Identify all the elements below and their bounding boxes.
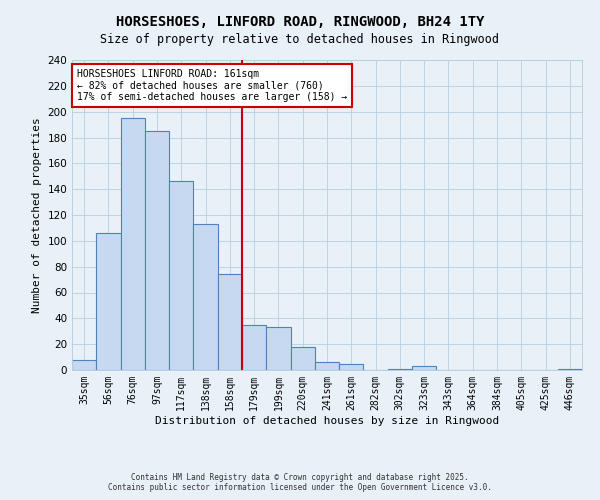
Bar — [242, 325, 266, 370]
Bar — [388, 368, 412, 370]
Bar — [121, 118, 145, 370]
Bar — [145, 131, 169, 370]
Text: Contains HM Land Registry data © Crown copyright and database right 2025.
Contai: Contains HM Land Registry data © Crown c… — [108, 473, 492, 492]
Bar — [72, 360, 96, 370]
Bar — [315, 362, 339, 370]
Y-axis label: Number of detached properties: Number of detached properties — [32, 117, 42, 313]
Bar — [169, 182, 193, 370]
Text: Size of property relative to detached houses in Ringwood: Size of property relative to detached ho… — [101, 32, 499, 46]
X-axis label: Distribution of detached houses by size in Ringwood: Distribution of detached houses by size … — [155, 416, 499, 426]
Bar — [96, 233, 121, 370]
Bar — [266, 328, 290, 370]
Bar — [218, 274, 242, 370]
Bar — [412, 366, 436, 370]
Bar — [193, 224, 218, 370]
Text: HORSESHOES LINFORD ROAD: 161sqm
← 82% of detached houses are smaller (760)
17% o: HORSESHOES LINFORD ROAD: 161sqm ← 82% of… — [77, 70, 347, 102]
Text: HORSESHOES, LINFORD ROAD, RINGWOOD, BH24 1TY: HORSESHOES, LINFORD ROAD, RINGWOOD, BH24… — [116, 15, 484, 29]
Bar — [558, 368, 582, 370]
Bar — [290, 347, 315, 370]
Bar — [339, 364, 364, 370]
